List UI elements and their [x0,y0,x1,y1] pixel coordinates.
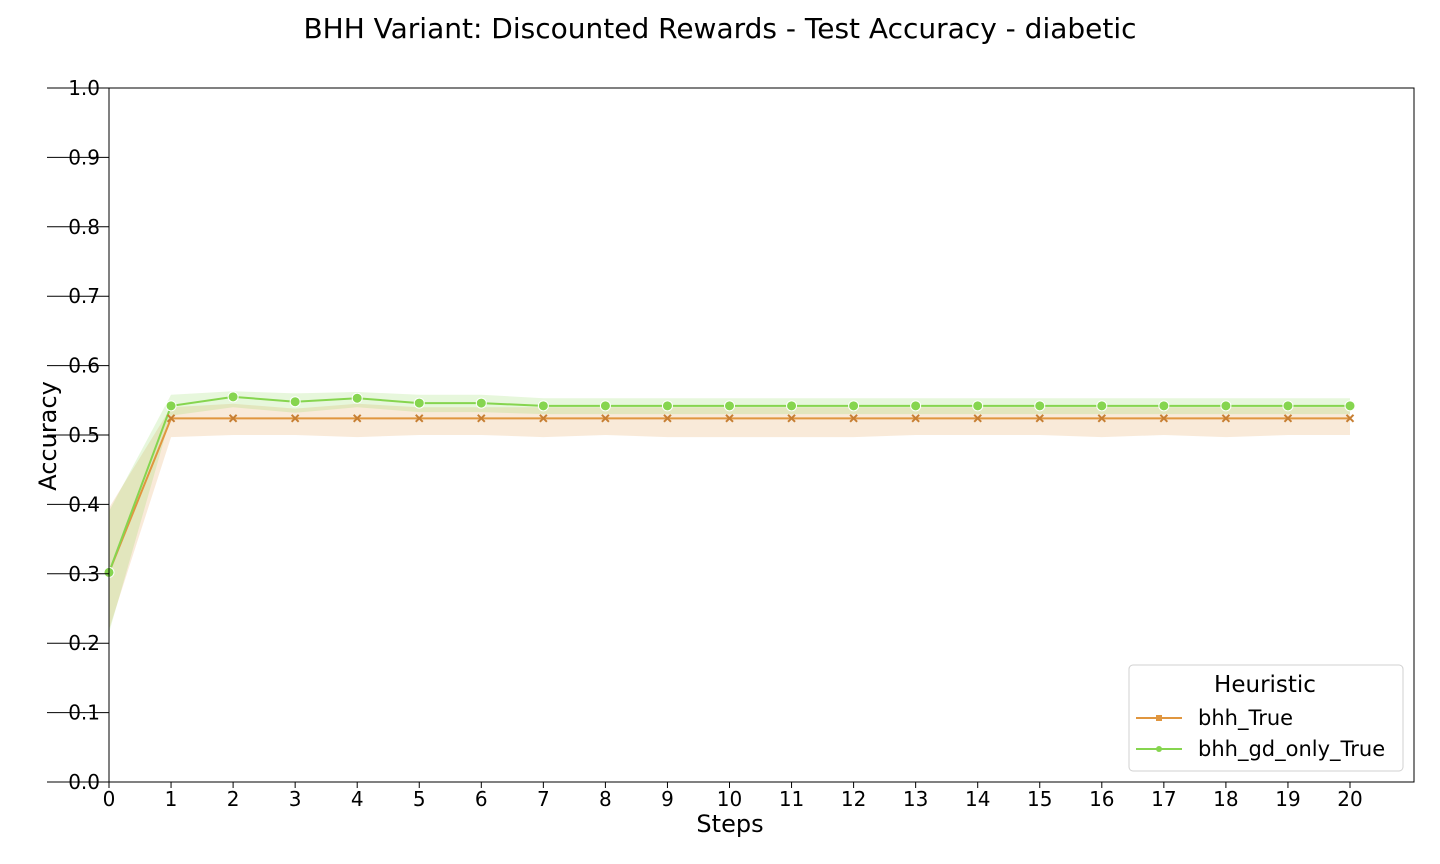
y-tick-label: 0.8 [68,215,100,239]
data-point-bhh-gd-only-true [227,391,239,403]
legend-entries: bhh_True bhh_gd_only_True [1136,706,1385,762]
x-tick-label: 12 [841,787,866,811]
y-tick-label: 1.0 [68,76,100,100]
data-point-bhh-gd-only-true [1158,400,1170,412]
data-point-bhh-gd-only-true [786,400,798,412]
data-point-bhh-gd-only-true [289,396,301,408]
y-tick-label: 0.9 [68,145,100,169]
data-point-bhh-true [973,414,982,423]
x-tick-label: 16 [1089,787,1114,811]
x-tick-label: 1 [165,787,178,811]
legend-marker [1156,715,1162,721]
data-point-bhh-gd-only-true [910,400,922,412]
legend-title: Heuristic [1214,672,1316,698]
x-tick-label: 11 [779,787,804,811]
y-tick-label: 0.2 [68,631,100,655]
data-point-bhh-true [1283,414,1293,423]
data-point-bhh-true [663,414,672,423]
y-tick-label: 0.0 [68,770,100,794]
data-point-bhh-gd-only-true [661,400,673,412]
data-point-bhh-gd-only-true [1034,400,1046,412]
y-tick-label: 0.3 [68,562,100,586]
x-tick-label: 7 [537,787,550,811]
data-point-bhh-true [911,414,920,423]
data-point-bhh-gd-only-true [1096,400,1108,412]
legend-box [1128,664,1404,772]
x-tick-label: 17 [1151,787,1176,811]
data-point-bhh-true [1035,414,1044,423]
series-line-bhh-true [108,417,1350,573]
data-point-bhh-true [352,414,362,423]
x-tick-label: 3 [289,787,302,811]
data-point-bhh-gd-only-true [475,397,487,409]
y-tick-label: 0.7 [68,284,100,308]
legend: Heuristic bhh_True bhh_gd_only_True [1128,664,1404,772]
x-tick-label: 0 [103,787,116,811]
data-point-bhh-true [787,414,796,423]
data-point-bhh-true [1221,414,1231,423]
data-point-bhh-true [539,414,548,423]
y-axis-title: Accuracy [34,381,62,491]
x-tick-label: 2 [227,787,240,811]
confidence-bands [109,391,1350,633]
data-point-bhh-gd-only-true [724,400,735,412]
data-point-bhh-true [228,414,238,423]
data-point-bhh-true [477,414,486,423]
data-point-bhh-gd-only-true [537,400,549,412]
y-tick-label: 0.5 [68,423,100,447]
legend-entry-bhh-gd-only-true: bhh_gd_only_True [1136,737,1385,762]
legend-label: bhh_gd_only_True [1198,737,1385,762]
y-tick-label: 0.6 [68,354,100,378]
data-point-bhh-gd-only-true [1282,400,1294,412]
x-tick-label: 4 [351,787,364,811]
x-tick-label: 18 [1213,787,1238,811]
legend-entry-bhh-true: bhh_True [1136,706,1293,731]
y-axis: 0.0 0.1 0.2 0.3 0.4 0.5 0.6 0.7 0.8 0.9 1.0 [47,76,109,794]
data-point-bhh-gd-only-true [1344,400,1356,412]
data-point-bhh-gd-only-true [165,400,177,412]
data-point-bhh-true [290,414,300,423]
data-point-bhh-true [166,414,176,423]
x-axis: 0 1 2 3 4 5 6 7 8 9 10 11 12 13 14 15 16 17 18 19 20 [103,782,1363,811]
data-point-bhh-true [601,414,610,423]
y-tick-label: 0.4 [68,492,100,516]
data-point-bhh-true [415,414,424,423]
data-point-bhh-gd-only-true [848,400,860,412]
x-tick-label: 5 [413,787,426,811]
y-tick-label: 0.1 [68,701,100,725]
x-tick-label: 13 [903,787,928,811]
chart-title: BHH Variant: Discounted Rewards - Test A… [303,12,1136,45]
data-point-bhh-gd-only-true [599,400,611,412]
data-point-bhh-true [1159,414,1169,423]
x-tick-label: 9 [661,787,674,811]
x-tick-label: 8 [599,787,612,811]
series-markers [103,391,1356,578]
x-tick-label: 6 [475,787,488,811]
data-point-bhh-gd-only-true [351,392,363,404]
legend-label: bhh_True [1198,706,1293,731]
x-axis-title: Steps [696,810,763,838]
data-point-bhh-true [1097,414,1107,423]
data-point-bhh-true [1345,414,1355,423]
data-point-bhh-true [725,414,734,423]
x-tick-label: 20 [1337,787,1362,811]
x-tick-label: 15 [1027,787,1052,811]
x-tick-label: 10 [717,787,742,811]
x-tick-label: 19 [1275,787,1300,811]
data-point-bhh-true [849,414,858,423]
confidence-band-bhh-true [109,403,1350,630]
data-point-bhh-gd-only-true [1220,400,1232,412]
data-point-bhh-gd-only-true [972,400,984,412]
x-tick-label: 14 [965,787,990,811]
legend-marker [1156,746,1162,752]
data-point-bhh-gd-only-true [413,397,425,409]
